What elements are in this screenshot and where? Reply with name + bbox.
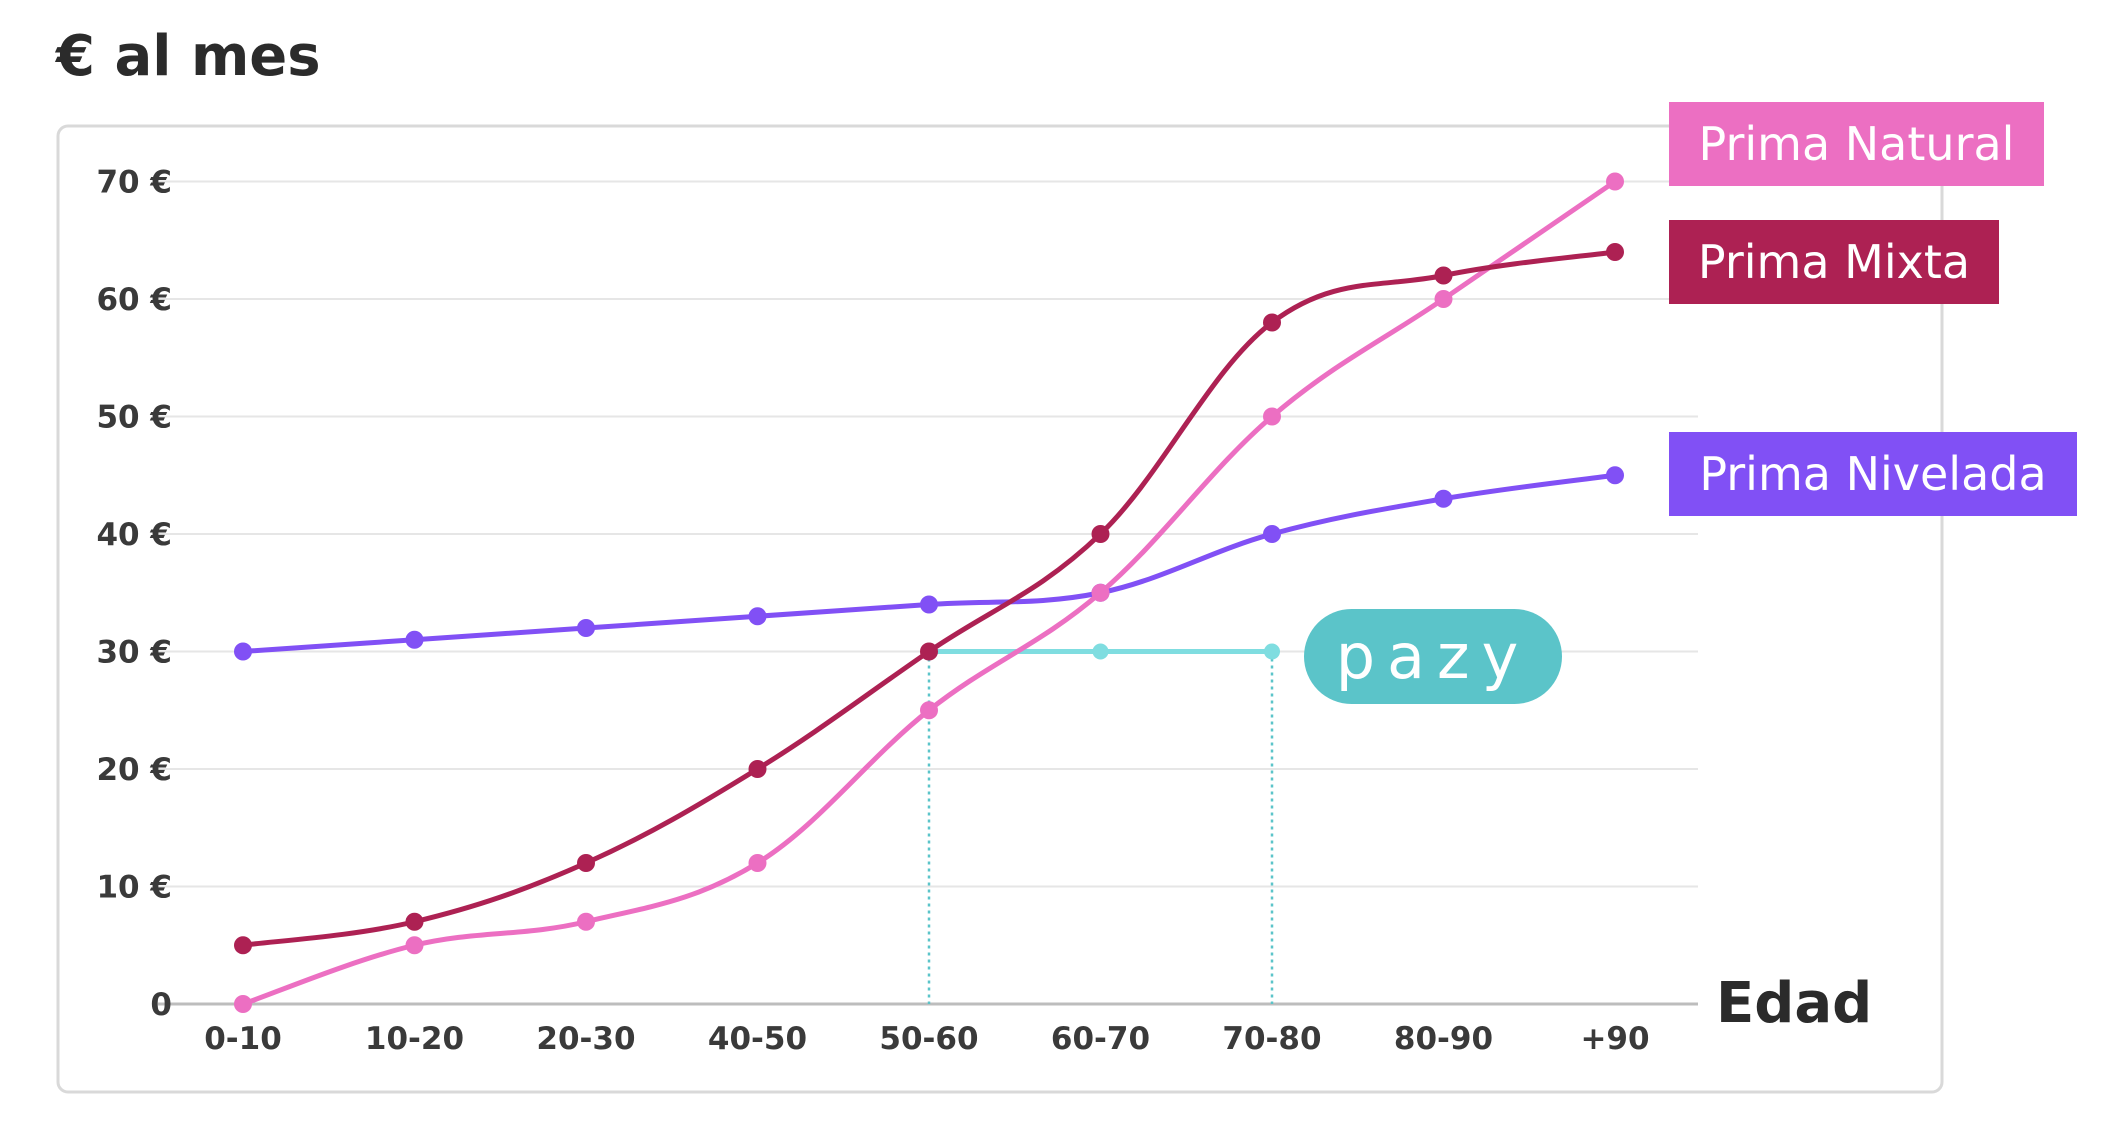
data-point bbox=[577, 619, 595, 637]
data-point bbox=[1606, 172, 1624, 191]
data-point bbox=[234, 995, 252, 1013]
data-point bbox=[1091, 525, 1110, 543]
data-point bbox=[920, 701, 938, 720]
pazy-logo-text: pazy bbox=[1336, 620, 1531, 693]
x-axis-ticks: 0-10 10-20 20-30 40-50 50-60 60-70 70-80 80-90 +… bbox=[204, 1021, 1649, 1057]
x-tick-label: +90 bbox=[1580, 1021, 1649, 1057]
data-point bbox=[1263, 407, 1281, 426]
legend-swatch bbox=[1669, 432, 2077, 516]
data-point bbox=[1606, 466, 1624, 485]
data-point bbox=[577, 854, 595, 872]
y-tick-label: 0 bbox=[150, 987, 172, 1023]
x-tick-label: 50-60 bbox=[879, 1021, 978, 1057]
data-point bbox=[405, 912, 424, 931]
y-tick-label: 20 € bbox=[96, 752, 172, 788]
data-point bbox=[1263, 525, 1281, 543]
data-point bbox=[1434, 266, 1453, 285]
data-point bbox=[748, 760, 767, 778]
data-point bbox=[234, 642, 252, 661]
x-tick-label: 10-20 bbox=[365, 1021, 464, 1057]
data-point bbox=[1263, 313, 1281, 332]
data-point bbox=[1091, 583, 1110, 602]
y-tick-label: 40 € bbox=[96, 517, 172, 553]
legend-item-prima-mixta: Prima Mixta bbox=[1669, 220, 1999, 304]
legend-swatch bbox=[1669, 102, 2044, 186]
data-point bbox=[920, 595, 938, 614]
series bbox=[234, 172, 1624, 1013]
data-point bbox=[920, 642, 938, 661]
y-tick-label: 10 € bbox=[96, 870, 172, 906]
x-tick-label: 80-90 bbox=[1394, 1021, 1493, 1057]
legend-label: Prima Mixta bbox=[1698, 235, 1970, 289]
data-point bbox=[1606, 243, 1624, 261]
legend-swatch bbox=[1669, 220, 1999, 304]
legend-item-prima-nivelada: Prima Nivelada bbox=[1669, 432, 2077, 516]
annotation-point bbox=[1092, 643, 1109, 660]
x-tick-label: 60-70 bbox=[1051, 1021, 1150, 1057]
x-tick-label: 0-10 bbox=[204, 1021, 282, 1057]
legend-item-prima-natural: Prima Natural bbox=[1669, 102, 2044, 186]
x-tick-label: 20-30 bbox=[536, 1021, 635, 1057]
data-point bbox=[1434, 290, 1453, 308]
x-tick-label: 40-50 bbox=[708, 1021, 807, 1057]
data-point bbox=[1434, 489, 1453, 508]
y-tick-label: 70 € bbox=[96, 165, 172, 201]
x-axis-title: Edad bbox=[1716, 971, 1872, 1036]
legend-label: Prima Nivelada bbox=[1699, 447, 2046, 501]
y-tick-label: 30 € bbox=[96, 635, 172, 671]
pazy-annotation: pazy bbox=[921, 609, 1562, 1004]
y-tick-label: 50 € bbox=[96, 400, 172, 436]
annotation-point bbox=[1264, 643, 1280, 660]
y-tick-label: 60 € bbox=[96, 282, 172, 318]
chart-title: € al mes bbox=[54, 24, 321, 89]
pazy-badge bbox=[1304, 609, 1562, 704]
data-point bbox=[748, 854, 767, 872]
data-point bbox=[577, 912, 595, 931]
x-tick-label: 70-80 bbox=[1222, 1021, 1321, 1057]
data-point bbox=[405, 936, 424, 955]
data-point bbox=[234, 936, 252, 955]
data-point bbox=[405, 630, 424, 649]
legend-label: Prima Natural bbox=[1699, 117, 2015, 171]
y-axis-ticks: 0 10 € 20 € 30 € 40 € 50 € 60 € 70 € bbox=[96, 165, 172, 1024]
series-prima-mixta bbox=[234, 243, 1624, 955]
series-prima-natural bbox=[234, 172, 1624, 1013]
data-point bbox=[748, 607, 767, 626]
legend: Prima Natural Prima Mixta Prima Nivelada bbox=[1669, 102, 2077, 516]
